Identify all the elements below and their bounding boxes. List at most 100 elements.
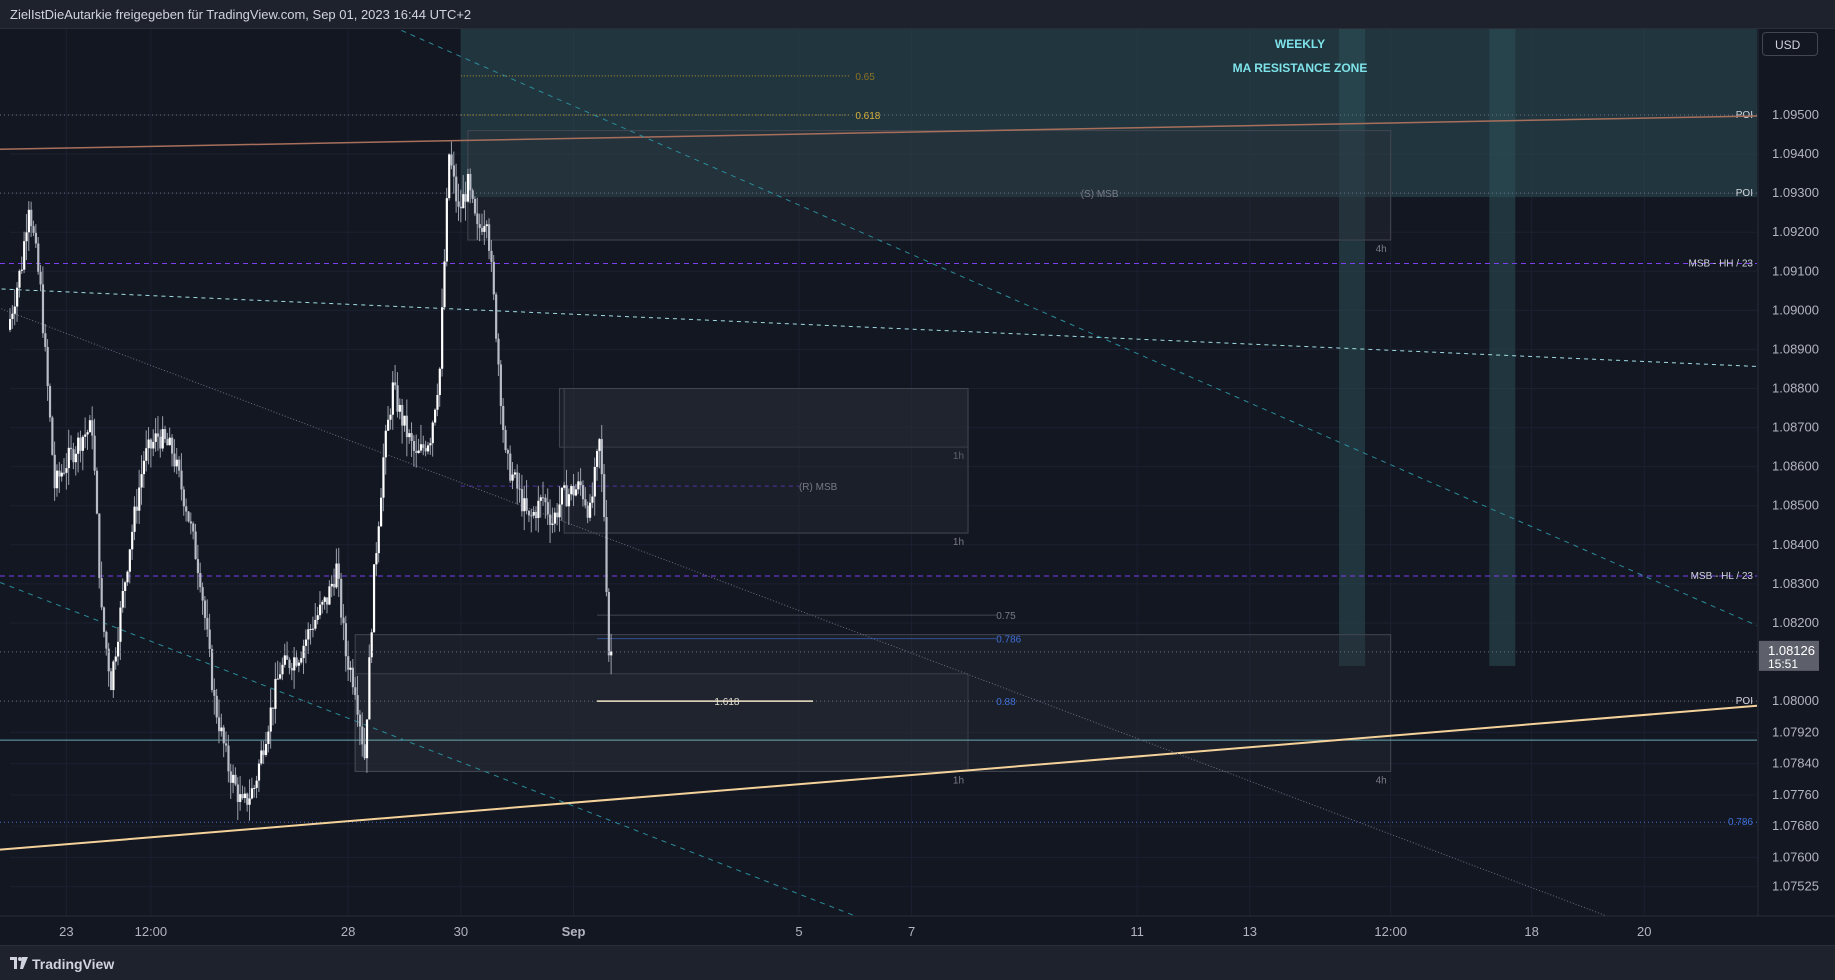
candle-body [591, 496, 594, 503]
candle-body [288, 659, 291, 668]
candle-body [387, 419, 390, 431]
y-tick-label: 1.08400 [1772, 537, 1819, 552]
candle-body [140, 474, 143, 488]
level-label: POI [1736, 110, 1753, 121]
candle-body [39, 271, 42, 285]
candle-body [546, 502, 549, 515]
candle-body [203, 600, 207, 618]
candle-body [417, 450, 420, 453]
candles [9, 141, 613, 821]
candle-body [133, 506, 136, 532]
candle-body [234, 774, 237, 785]
candle-body [368, 657, 371, 720]
dotted-trendline [0, 307, 1607, 916]
zone-subtitle: MA RESISTANCE ZONE [1232, 61, 1368, 75]
candle-body [74, 453, 77, 463]
candle-body [316, 615, 319, 620]
currency-button[interactable]: USD [1762, 32, 1818, 56]
candle-body [455, 176, 458, 202]
candle-body [279, 674, 282, 679]
candle-body [138, 487, 141, 511]
candle-body [401, 404, 404, 426]
candle-body [567, 494, 571, 507]
annotation-label: 0.75 [996, 611, 1016, 622]
candle-body [549, 514, 552, 525]
channel-upper [396, 29, 1757, 627]
candle-body [314, 619, 317, 629]
candle-body [551, 523, 554, 525]
candle-body [375, 553, 378, 565]
candle-body [445, 198, 448, 262]
candle-body [189, 521, 193, 524]
candle-body [213, 689, 216, 696]
candle-body [124, 582, 127, 591]
candle-body [253, 787, 256, 789]
y-tick-label: 1.08000 [1772, 693, 1819, 708]
candle-body [323, 597, 326, 602]
candle-body [147, 439, 150, 449]
candle-body [539, 497, 542, 501]
candle-body [269, 707, 272, 732]
candle-body [79, 437, 82, 451]
candle-body [16, 287, 19, 307]
candle-body [201, 587, 204, 601]
candle-body [351, 667, 355, 688]
y-tick-label: 1.09500 [1772, 107, 1819, 122]
candle-body [37, 243, 40, 272]
tradingview-logo-icon [10, 957, 28, 969]
candle-body [483, 226, 486, 232]
candle-body [100, 578, 103, 608]
candle-body [488, 224, 491, 251]
candle-body [173, 453, 176, 467]
candle-body [596, 451, 599, 467]
candle-body [459, 206, 463, 209]
candle-body [358, 714, 362, 727]
candle-body [309, 628, 312, 630]
candle-body [441, 307, 444, 369]
candle-body [370, 632, 373, 658]
candle-body [588, 502, 592, 518]
candle-body [105, 631, 108, 649]
candle-body [248, 798, 251, 805]
candle-body [476, 213, 479, 225]
candle-body [241, 794, 244, 799]
candle-body [603, 474, 606, 518]
y-tick-label: 1.08300 [1772, 576, 1819, 591]
candle-body [431, 422, 434, 444]
candle-body [260, 750, 263, 764]
y-tick-label: 1.09200 [1772, 224, 1819, 239]
candle-body [443, 261, 446, 308]
candle-body [243, 793, 247, 799]
candle-body [232, 774, 235, 783]
candle-body [372, 564, 376, 633]
annotation-label: 0.65 [855, 72, 875, 83]
candle-body [307, 629, 310, 640]
candle-body [502, 405, 505, 430]
candle-body [210, 648, 214, 690]
ma-resistance-zone [460, 29, 1757, 198]
candle-body [422, 444, 425, 448]
candle-body [509, 453, 512, 481]
candle-body [396, 385, 399, 412]
candle-body [610, 651, 613, 656]
candle-body [206, 617, 209, 630]
candle-body [544, 497, 547, 503]
candle-body [196, 559, 200, 574]
order-blocks: 4h 1h 1h 1h 4h [354, 130, 1392, 786]
candle-body [290, 667, 293, 671]
candle-body [335, 563, 338, 588]
candle-body [142, 460, 146, 475]
candle-body [495, 294, 498, 339]
candle-body [499, 364, 502, 406]
candle-body [302, 645, 305, 659]
candle-body [333, 583, 336, 588]
candle-body [44, 333, 47, 347]
candle-body [563, 485, 566, 488]
price-chart[interactable]: 4h 1h 1h 1h 4h POI POI MSB - HH / 23 MSB - HL /… [0, 0, 1835, 945]
candle-body [389, 414, 392, 420]
x-tick-label: Sep [562, 924, 586, 939]
candle-body [574, 489, 578, 496]
candle-body [246, 793, 249, 805]
candle-body [91, 420, 94, 436]
candle-body [166, 439, 169, 446]
